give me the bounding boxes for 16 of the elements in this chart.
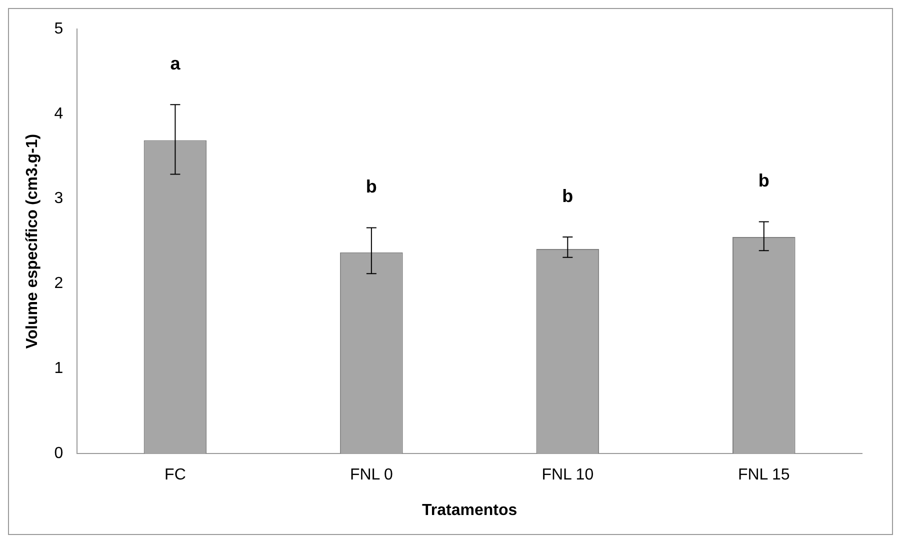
y-tick-label: 1: [54, 360, 64, 378]
y-tick-label: 2: [54, 275, 64, 292]
x-tick-label: FC: [164, 466, 186, 484]
x-tick-label: FNL 10: [542, 466, 594, 484]
annotation: b: [366, 176, 377, 197]
annotation: b: [562, 186, 574, 206]
y-tick-label: 0: [54, 445, 64, 462]
y-tick-label: 3: [54, 190, 64, 208]
annotation: b: [758, 170, 770, 191]
x-axis-title: Tratamentos: [422, 502, 518, 519]
y-tick-label: 4: [54, 105, 64, 122]
x-tick-label: FNL 15: [738, 466, 790, 484]
x-tick-label: FNL 0: [350, 466, 394, 484]
annotation: a: [170, 54, 182, 74]
y-axis-title: Volume específico (cm3.g-1): [24, 134, 42, 349]
y-tick-label: 5: [54, 20, 64, 38]
